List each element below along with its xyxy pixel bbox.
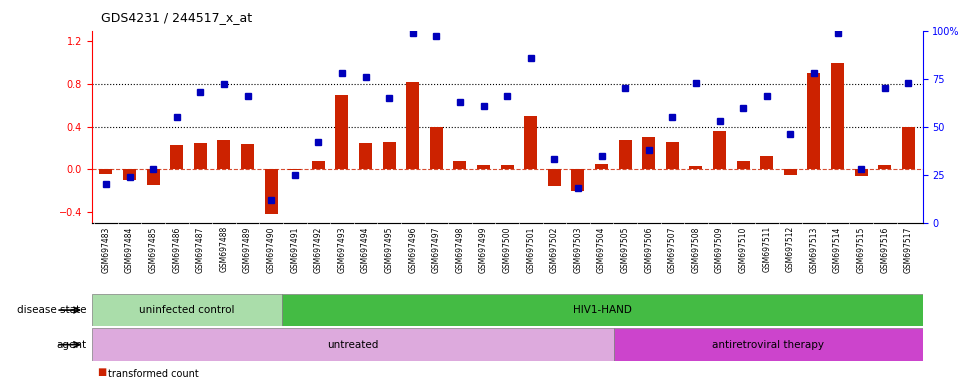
Text: GSM697485: GSM697485 bbox=[149, 226, 157, 273]
Bar bbox=[831, 63, 844, 169]
Text: GSM697507: GSM697507 bbox=[668, 226, 677, 273]
Text: GSM697511: GSM697511 bbox=[762, 226, 771, 272]
Bar bbox=[312, 161, 325, 169]
Text: GSM697502: GSM697502 bbox=[550, 226, 559, 273]
Text: GSM697512: GSM697512 bbox=[786, 226, 795, 272]
Bar bbox=[265, 169, 277, 214]
Text: GSM697504: GSM697504 bbox=[597, 226, 606, 273]
Bar bbox=[123, 169, 136, 180]
Bar bbox=[614, 328, 923, 361]
Bar bbox=[147, 169, 159, 185]
Bar bbox=[477, 165, 490, 169]
Text: GSM697492: GSM697492 bbox=[314, 226, 323, 273]
Text: GSM697489: GSM697489 bbox=[243, 226, 252, 273]
Text: GSM697510: GSM697510 bbox=[739, 226, 748, 273]
Text: GSM697503: GSM697503 bbox=[574, 226, 582, 273]
Bar bbox=[335, 95, 349, 169]
Bar bbox=[99, 169, 112, 174]
Text: uninfected control: uninfected control bbox=[139, 305, 235, 315]
Bar bbox=[92, 328, 614, 361]
Text: GSM697490: GSM697490 bbox=[267, 226, 275, 273]
Bar bbox=[242, 144, 254, 169]
Bar bbox=[666, 142, 679, 169]
Text: GSM697516: GSM697516 bbox=[880, 226, 890, 273]
Bar bbox=[690, 166, 702, 169]
Bar bbox=[902, 127, 915, 169]
Text: GSM697493: GSM697493 bbox=[337, 226, 347, 273]
Text: GDS4231 / 244517_x_at: GDS4231 / 244517_x_at bbox=[101, 12, 252, 25]
Text: GSM697483: GSM697483 bbox=[101, 226, 110, 273]
Text: GSM697498: GSM697498 bbox=[455, 226, 465, 273]
Bar bbox=[453, 161, 467, 169]
Text: GSM697497: GSM697497 bbox=[432, 226, 440, 273]
Bar bbox=[407, 82, 419, 169]
Text: GSM697494: GSM697494 bbox=[361, 226, 370, 273]
Bar bbox=[572, 169, 584, 191]
Bar bbox=[737, 161, 750, 169]
Text: agent: agent bbox=[57, 339, 87, 350]
Text: GSM697506: GSM697506 bbox=[644, 226, 653, 273]
Text: GSM697500: GSM697500 bbox=[502, 226, 512, 273]
Text: HIV1-HAND: HIV1-HAND bbox=[573, 305, 632, 315]
Bar bbox=[359, 143, 372, 169]
Text: ■: ■ bbox=[98, 367, 107, 377]
Text: GSM697488: GSM697488 bbox=[219, 226, 228, 272]
Bar bbox=[288, 169, 301, 170]
Bar bbox=[808, 73, 820, 169]
Text: GSM697487: GSM697487 bbox=[196, 226, 205, 273]
Text: GSM697509: GSM697509 bbox=[715, 226, 724, 273]
Bar bbox=[713, 131, 726, 169]
Bar bbox=[282, 294, 923, 326]
Text: GSM697484: GSM697484 bbox=[125, 226, 134, 273]
Bar bbox=[760, 156, 773, 169]
Bar bbox=[170, 145, 184, 169]
Bar bbox=[783, 169, 797, 175]
Bar bbox=[642, 137, 655, 169]
Bar bbox=[618, 139, 632, 169]
Bar bbox=[217, 139, 231, 169]
Text: GSM697496: GSM697496 bbox=[409, 226, 417, 273]
Bar bbox=[500, 165, 514, 169]
Text: transformed count: transformed count bbox=[108, 369, 199, 379]
Text: GSM697517: GSM697517 bbox=[904, 226, 913, 273]
Bar bbox=[878, 165, 892, 169]
Text: GSM697508: GSM697508 bbox=[692, 226, 700, 273]
Text: GSM697515: GSM697515 bbox=[857, 226, 866, 273]
Bar bbox=[548, 169, 561, 187]
Bar bbox=[430, 127, 442, 169]
Text: GSM697499: GSM697499 bbox=[479, 226, 488, 273]
Bar bbox=[525, 116, 537, 169]
Text: GSM697514: GSM697514 bbox=[833, 226, 842, 273]
Text: GSM697513: GSM697513 bbox=[810, 226, 818, 273]
Text: GSM697495: GSM697495 bbox=[384, 226, 393, 273]
Text: GSM697491: GSM697491 bbox=[290, 226, 299, 273]
Text: GSM697505: GSM697505 bbox=[621, 226, 630, 273]
Bar bbox=[383, 142, 396, 169]
Bar bbox=[595, 164, 608, 169]
Text: GSM697486: GSM697486 bbox=[172, 226, 182, 273]
Text: disease state: disease state bbox=[17, 305, 87, 315]
Bar bbox=[194, 143, 207, 169]
Text: antiretroviral therapy: antiretroviral therapy bbox=[712, 339, 824, 350]
Bar bbox=[855, 169, 867, 176]
Text: untreated: untreated bbox=[327, 339, 379, 350]
Text: GSM697501: GSM697501 bbox=[526, 226, 535, 273]
Bar bbox=[92, 294, 282, 326]
